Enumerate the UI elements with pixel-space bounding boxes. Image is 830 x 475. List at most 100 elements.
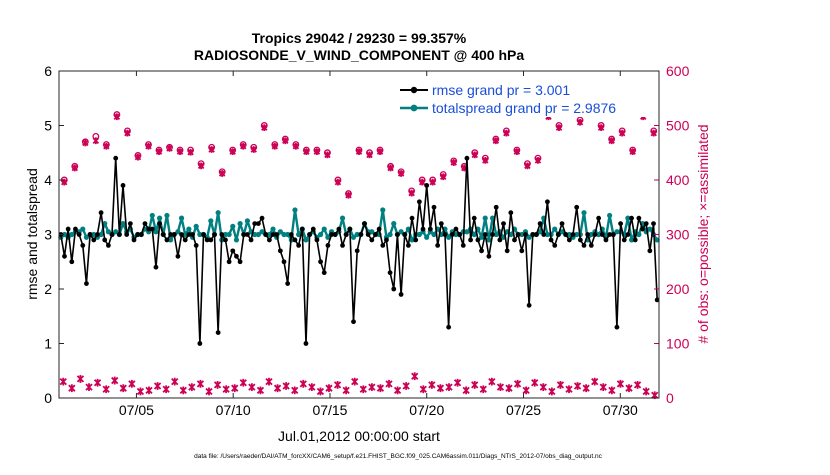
- obs-lower-marker: [248, 383, 256, 391]
- rmse-point: [193, 243, 199, 248]
- rmse-point: [468, 237, 473, 243]
- rmse-point: [523, 232, 528, 237]
- obs-lower-marker: [102, 385, 110, 394]
- totalspread-point: [321, 226, 327, 232]
- totalspread-point: [230, 223, 236, 229]
- obs-lower-marker: [342, 386, 350, 395]
- obs-lower-marker: [608, 386, 616, 395]
- y-tick-label-right: 300: [666, 227, 690, 243]
- totalspread-point: [113, 229, 119, 235]
- obs-lower-marker: [625, 384, 633, 393]
- rmse-point: [581, 243, 587, 248]
- rmse-point: [424, 183, 430, 188]
- rmse-point: [592, 232, 598, 237]
- obs-assimilated-marker: [334, 178, 342, 186]
- totalspread-point: [120, 221, 126, 227]
- y-tick-label-right: 0: [666, 390, 674, 406]
- obs-lower-marker: [616, 379, 625, 388]
- x-tick-label: 07/25: [506, 402, 541, 418]
- totalspread-point: [537, 229, 543, 235]
- rmse-point: [332, 232, 338, 237]
- totalspread-point: [581, 210, 587, 216]
- obs-lower-marker: [282, 382, 290, 390]
- obs-lower-marker: [179, 386, 187, 395]
- obs-lower-marker: [85, 383, 93, 391]
- y-tick-label-right: 200: [666, 281, 690, 297]
- obs-lower-marker: [513, 379, 522, 388]
- totalspread-point: [519, 231, 525, 238]
- rmse-point: [636, 215, 642, 221]
- totalspread-point: [61, 231, 68, 238]
- obs-assimilated-marker: [261, 124, 268, 132]
- rmse-point: [395, 232, 400, 237]
- totalspread-point: [270, 226, 276, 232]
- rmse-point: [548, 237, 554, 243]
- obs-lower-marker: [128, 379, 136, 388]
- rmse-point: [534, 232, 539, 237]
- totalspread-point: [453, 231, 459, 238]
- rmse-point: [252, 221, 258, 227]
- obs-lower-marker: [411, 372, 419, 381]
- obs-lower-marker: [505, 384, 513, 393]
- y-tick-label-left: 3: [44, 227, 52, 243]
- rmse-point: [98, 210, 104, 216]
- totalspread-point: [149, 212, 155, 219]
- obs-lower-marker: [239, 378, 247, 387]
- rmse-point: [248, 237, 254, 243]
- rmse-point: [168, 232, 173, 237]
- totalspread-point: [105, 229, 111, 235]
- obs-assimilated-marker: [313, 148, 321, 156]
- rmse-point: [365, 232, 371, 237]
- rmse-point: [632, 237, 638, 243]
- rmse-point: [453, 226, 459, 232]
- rmse-point: [157, 221, 163, 227]
- legend: rmse grand pr = 3.001 totalspread grand …: [396, 81, 658, 117]
- obs-assimilated-marker: [187, 148, 194, 156]
- obs-assimilated-marker: [82, 139, 89, 147]
- rmse-point: [607, 232, 613, 237]
- obs-lower-marker: [531, 378, 539, 387]
- rmse-point: [314, 237, 320, 243]
- x-tick-label: 07/15: [312, 402, 347, 418]
- rmse-point: [325, 243, 331, 248]
- totalspread-point: [277, 229, 283, 235]
- rmse-point: [237, 259, 243, 265]
- footer-data-file: data file: /Users/raeder/DAI/ATM_forcXX/…: [194, 453, 603, 460]
- rmse-point: [292, 237, 298, 243]
- rmse-point: [179, 232, 184, 237]
- rmse-point: [402, 232, 408, 237]
- obs-lower-marker: [599, 383, 607, 391]
- legend-label-totalspread: totalspread grand pr = 2.9876: [432, 100, 616, 116]
- rmse-point: [482, 232, 488, 237]
- obs-assimilated-marker: [124, 129, 131, 137]
- rmse-point: [171, 232, 177, 237]
- rmse-point: [329, 232, 334, 237]
- ticks-layer: 07/05 07/10 07/15 07/20 07/25 07/30 0 1 2 3 4 5 6 0 10…: [44, 63, 689, 418]
- totalspread-point: [354, 231, 360, 238]
- rmse-point: [493, 204, 499, 210]
- rmse-point: [142, 221, 148, 227]
- rmse-point: [69, 259, 75, 265]
- obs-lower-marker: [213, 381, 222, 389]
- rmse-point: [127, 221, 133, 227]
- rmse-point: [566, 237, 572, 243]
- obs-lower-marker: [428, 381, 436, 389]
- obs-assimilated-marker: [576, 118, 584, 126]
- totalspread-point: [197, 231, 203, 238]
- obs-assimilated-marker: [376, 148, 384, 156]
- obs-assimilated-marker: [155, 148, 163, 156]
- obs-lower-marker: [68, 384, 76, 393]
- y-tick-label-left: 0: [44, 390, 52, 406]
- rmse-point: [164, 237, 170, 243]
- totalspread-point: [80, 226, 86, 232]
- rmse-point: [281, 259, 287, 265]
- rmse-point: [405, 243, 411, 248]
- totalspread-point: [164, 212, 170, 219]
- rmse-point: [208, 237, 214, 243]
- y-tick-label-right: 400: [666, 172, 690, 188]
- obs-assimilated-marker: [345, 191, 352, 199]
- rmse-point: [241, 232, 247, 237]
- rmse-point: [603, 237, 609, 243]
- plot-frame: [58, 70, 660, 399]
- obs-assimilated-marker: [145, 142, 152, 150]
